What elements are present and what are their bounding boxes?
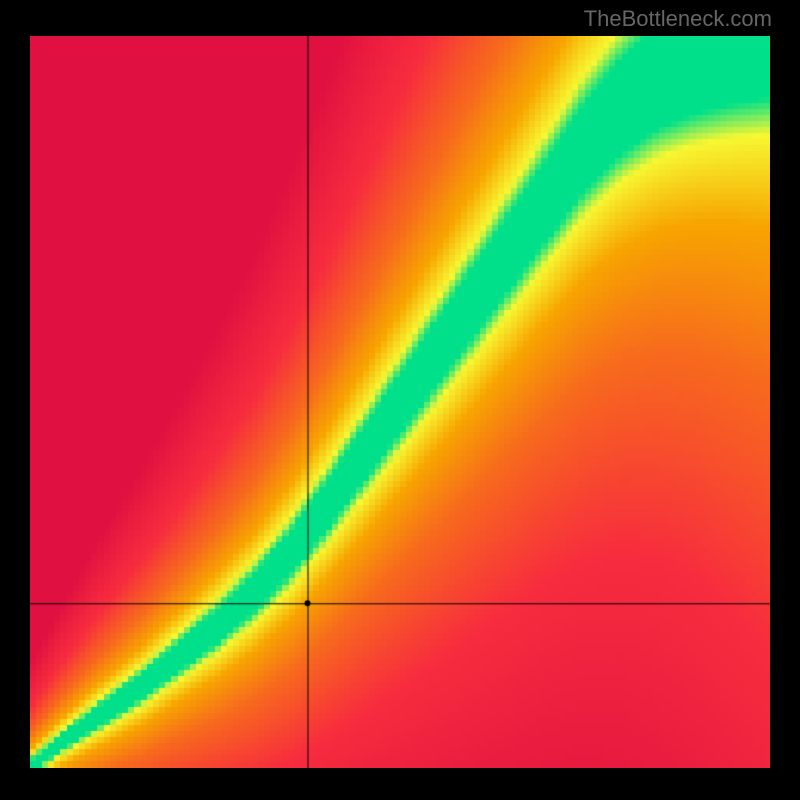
watermark-text: TheBottleneck.com	[584, 6, 772, 32]
chart-container: TheBottleneck.com	[0, 0, 800, 800]
heatmap-plot	[30, 36, 770, 768]
heatmap-canvas	[30, 36, 770, 768]
